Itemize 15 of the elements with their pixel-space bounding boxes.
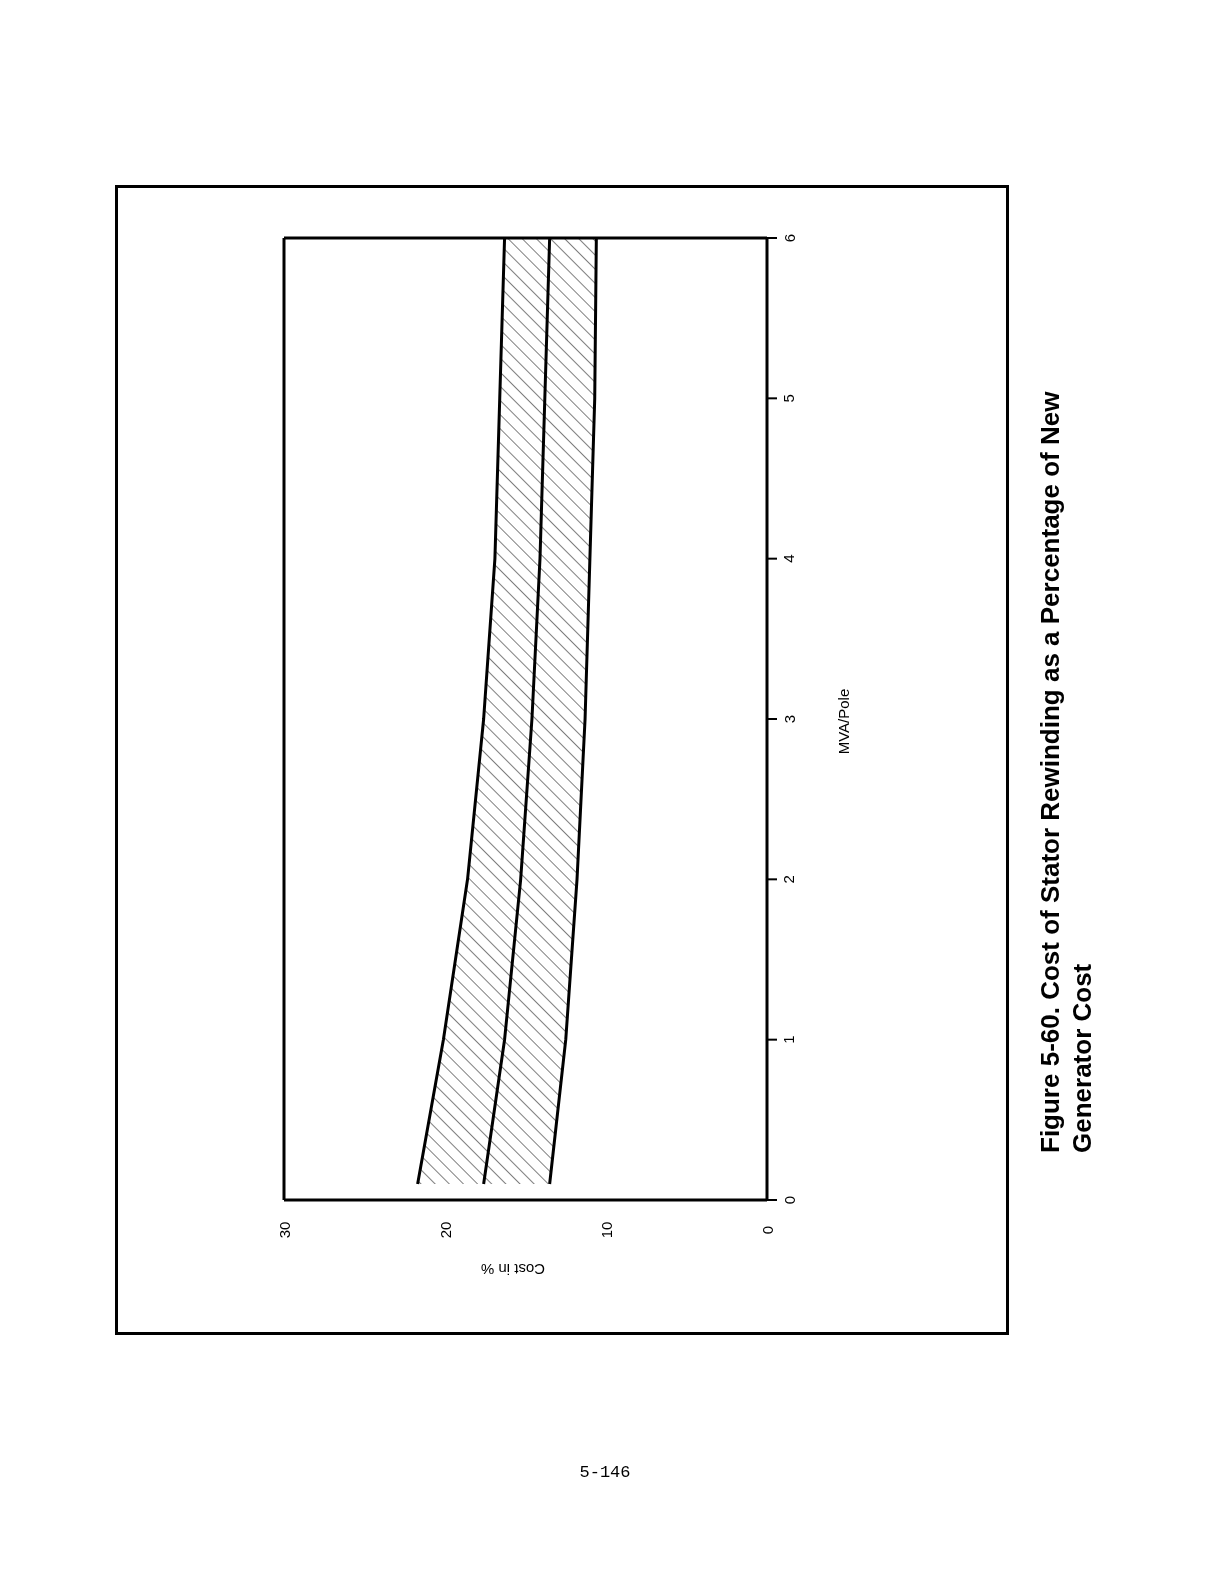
y-tick-label: 1 bbox=[780, 1035, 798, 1044]
x-tick-label: 0 bbox=[758, 1225, 776, 1235]
y-tick-label: 5 bbox=[780, 394, 798, 403]
y-tick-label: 3 bbox=[780, 714, 798, 724]
text: 5-146 bbox=[578, 1463, 632, 1482]
text: Figure 5-60. Cost of Stator Rewinding as a Percentage of New Generator Cost bbox=[1034, 390, 1098, 1153]
x-axis-title: Cost in % bbox=[479, 1261, 547, 1278]
y-tick-label: 0 bbox=[780, 1195, 798, 1205]
x-tick-label: 20 bbox=[436, 1221, 454, 1239]
x-tick-label: 10 bbox=[597, 1221, 615, 1239]
y-tick-label: 6 bbox=[780, 233, 798, 243]
x-tick-label: 30 bbox=[275, 1221, 293, 1239]
y-tick-label: 4 bbox=[780, 554, 798, 563]
y-axis-title: MVA/Pole bbox=[834, 687, 852, 757]
y-tick-label: 2 bbox=[780, 875, 798, 884]
